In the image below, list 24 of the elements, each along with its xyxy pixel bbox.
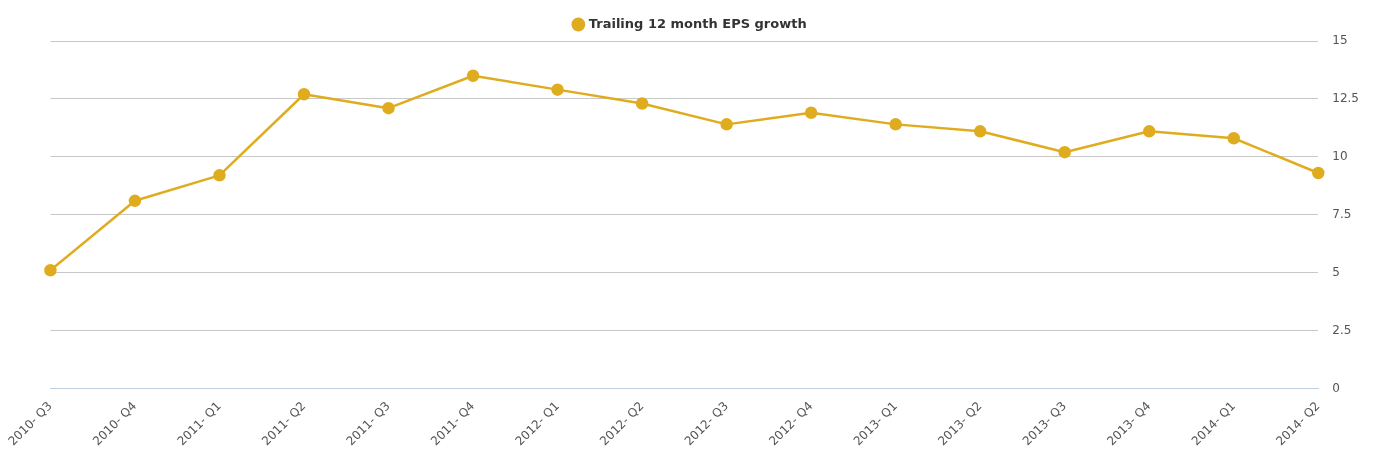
point bbox=[44, 264, 57, 277]
point bbox=[1058, 145, 1071, 159]
y-tick-label: 2.5 bbox=[1332, 322, 1352, 337]
point bbox=[128, 194, 142, 208]
y-tick-label: 7.5 bbox=[1332, 206, 1352, 221]
y-tick-label: 0 bbox=[1332, 380, 1340, 395]
point bbox=[466, 69, 480, 82]
y-tick-label: 12.5 bbox=[1332, 91, 1359, 106]
point bbox=[1312, 166, 1325, 180]
point bbox=[297, 88, 311, 101]
point bbox=[382, 101, 395, 115]
y-tick-label: 10 bbox=[1332, 148, 1348, 163]
point bbox=[804, 106, 818, 120]
point bbox=[551, 83, 564, 96]
y-tick-label: 5 bbox=[1332, 264, 1340, 279]
point bbox=[720, 118, 733, 131]
point bbox=[1142, 125, 1156, 138]
y-tick-label: 15 bbox=[1332, 33, 1348, 48]
point bbox=[635, 97, 649, 110]
point bbox=[213, 169, 226, 182]
legend-label: Trailing 12 month EPS growth bbox=[588, 15, 807, 31]
point bbox=[1227, 132, 1241, 145]
point bbox=[973, 125, 987, 138]
point bbox=[889, 118, 902, 131]
